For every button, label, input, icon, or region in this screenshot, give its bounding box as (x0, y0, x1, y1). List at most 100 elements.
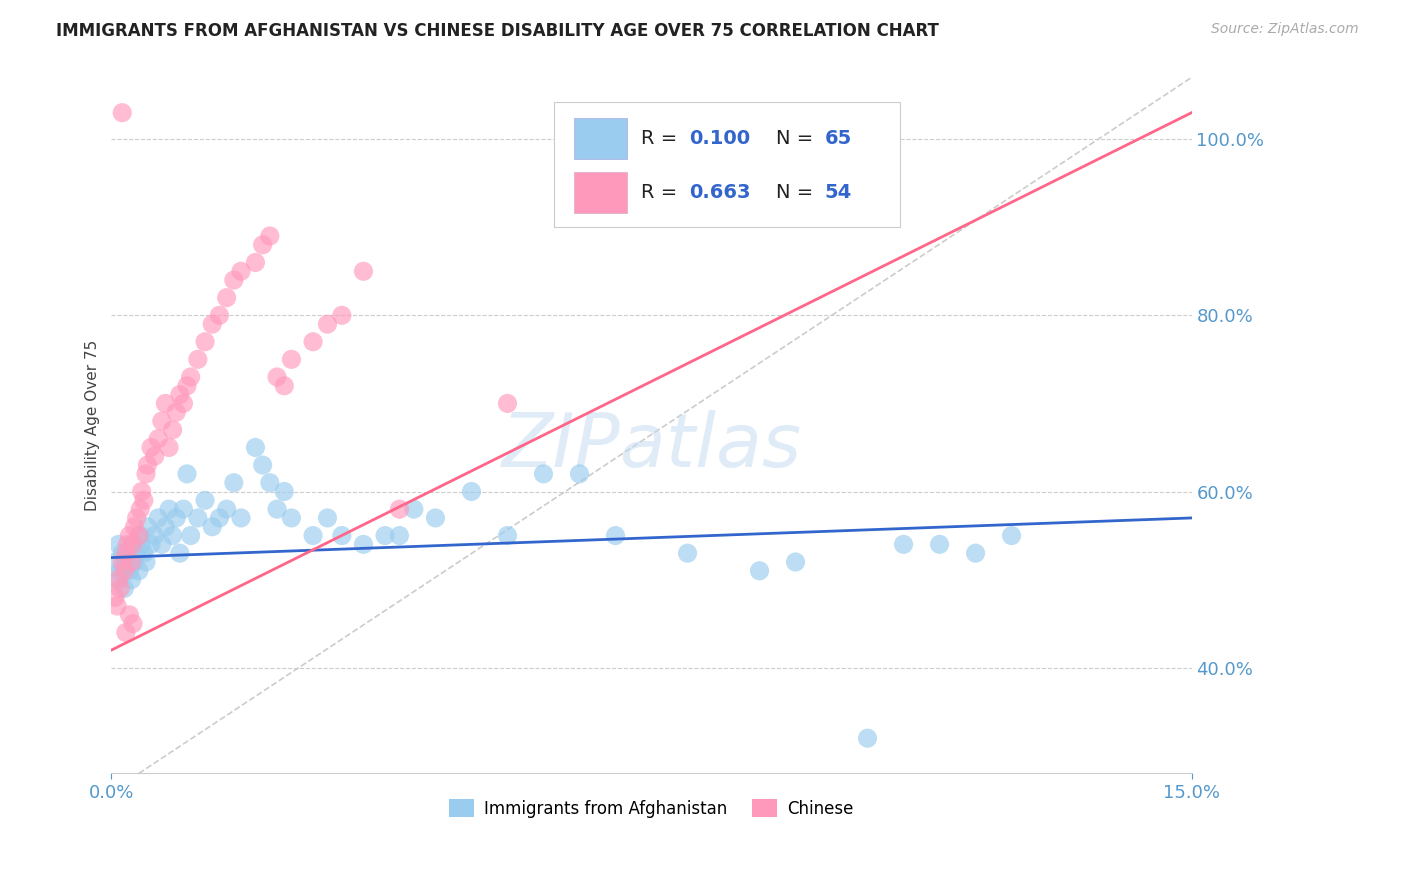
Point (107, 573, 129, 587)
Point (280, 352, 302, 367)
Point (143, 528, 166, 542)
Point (129, 502, 152, 516)
Text: 54: 54 (824, 183, 852, 202)
Point (129, 528, 152, 542)
Point (117, 537, 139, 551)
Point (245, 255, 267, 269)
Point (605, 528, 627, 542)
Point (252, 237, 274, 252)
Point (135, 467, 157, 481)
Point (157, 502, 180, 516)
Point (893, 537, 915, 551)
Point (215, 291, 238, 305)
Text: 0.100: 0.100 (689, 129, 751, 148)
Point (114, 546, 136, 560)
Point (353, 537, 375, 551)
Point (374, 528, 396, 542)
Text: N =: N = (776, 129, 820, 148)
Point (124, 555, 146, 569)
Point (125, 546, 148, 560)
Point (114, 555, 136, 569)
Point (785, 555, 807, 569)
Point (388, 528, 411, 542)
Point (748, 564, 770, 578)
Point (124, 520, 146, 534)
Point (194, 493, 217, 508)
Point (125, 511, 148, 525)
Point (215, 502, 238, 516)
Point (273, 484, 295, 499)
Point (150, 414, 173, 428)
Point (111, 546, 134, 560)
Point (114, 625, 136, 640)
Point (330, 308, 353, 322)
Point (105, 573, 128, 587)
FancyBboxPatch shape (554, 102, 900, 227)
Point (245, 441, 267, 455)
Point (122, 537, 145, 551)
Text: R =: R = (641, 183, 683, 202)
Point (496, 396, 519, 410)
Point (122, 616, 145, 631)
Point (259, 475, 281, 490)
Point (105, 599, 128, 613)
Point (169, 387, 191, 401)
Point (180, 528, 202, 542)
Point (128, 528, 150, 542)
Point (222, 273, 245, 287)
Point (316, 317, 339, 331)
Point (316, 511, 339, 525)
Point (568, 467, 591, 481)
Point (208, 308, 231, 322)
Point (121, 573, 143, 587)
Text: 0.663: 0.663 (689, 183, 751, 202)
Y-axis label: Disability Age Over 75: Disability Age Over 75 (86, 340, 100, 511)
Point (201, 520, 224, 534)
Point (187, 352, 209, 367)
Point (165, 511, 187, 525)
Point (135, 555, 157, 569)
Text: N =: N = (776, 183, 820, 202)
Point (180, 370, 202, 384)
Point (172, 502, 194, 516)
Point (148, 511, 170, 525)
Point (121, 555, 143, 569)
Point (330, 528, 353, 542)
Point (157, 441, 180, 455)
Point (118, 528, 141, 542)
Point (194, 334, 217, 349)
Point (856, 731, 879, 746)
Point (201, 317, 224, 331)
Point (353, 264, 375, 278)
Point (302, 334, 325, 349)
Point (165, 405, 187, 419)
Text: IMMIGRANTS FROM AFGHANISTAN VS CHINESE DISABILITY AGE OVER 75 CORRELATION CHART: IMMIGRANTS FROM AFGHANISTAN VS CHINESE D… (56, 22, 939, 40)
Point (111, 105, 134, 120)
Point (266, 370, 288, 384)
Text: R =: R = (641, 129, 683, 148)
Point (131, 484, 153, 499)
Point (229, 264, 252, 278)
FancyBboxPatch shape (574, 172, 627, 213)
Point (176, 379, 198, 393)
Point (136, 458, 159, 472)
Point (118, 607, 141, 622)
Point (460, 484, 482, 499)
Point (136, 520, 159, 534)
Point (208, 511, 231, 525)
Point (111, 555, 134, 569)
Point (118, 564, 141, 578)
Point (187, 511, 209, 525)
Text: Source: ZipAtlas.com: Source: ZipAtlas.com (1211, 22, 1358, 37)
Point (496, 528, 519, 542)
Point (533, 467, 555, 481)
Point (222, 475, 245, 490)
Point (965, 546, 987, 560)
Point (176, 467, 198, 481)
Point (128, 564, 150, 578)
Point (139, 537, 162, 551)
Point (104, 591, 127, 605)
Point (928, 537, 950, 551)
Point (172, 396, 194, 410)
Point (676, 546, 699, 560)
